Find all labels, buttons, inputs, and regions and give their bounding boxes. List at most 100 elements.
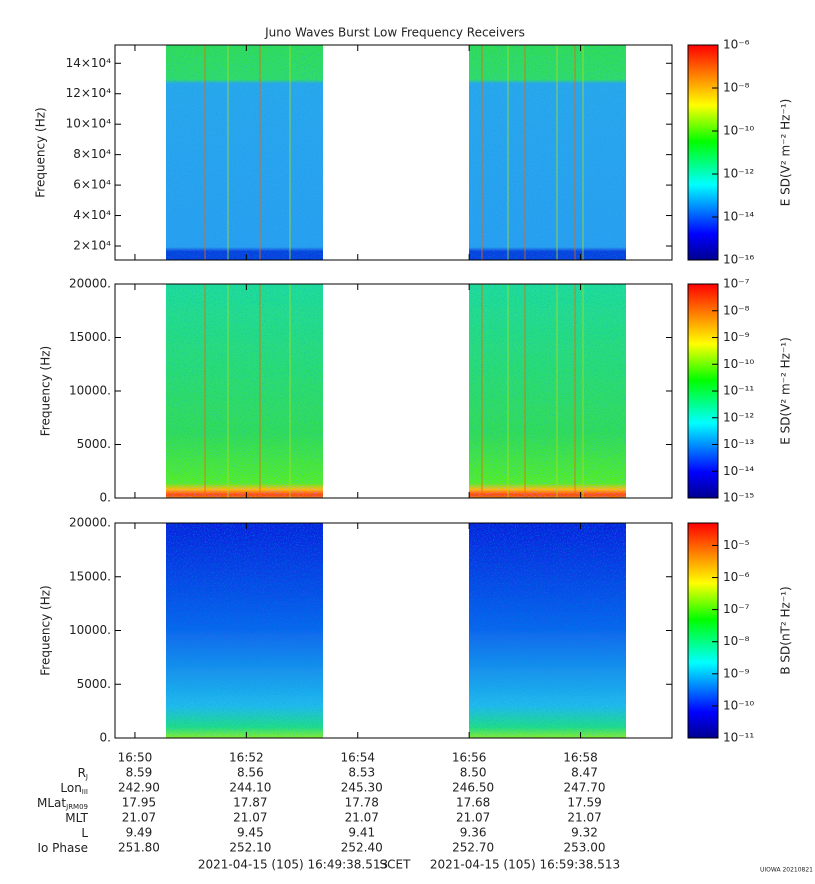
colorbar-tick-label: 10⁻⁶ — [723, 570, 750, 584]
colorbar-tick-label: 10⁻¹⁴ — [723, 210, 754, 224]
colorbar-tick-label: 10⁻¹⁰ — [723, 698, 754, 712]
ephemeris-value: 242.90 — [118, 781, 160, 795]
ephemeris-value: 8.50 — [460, 766, 487, 780]
ephemeris-value: 21.07 — [233, 811, 267, 825]
colorbar-tick-label: 10⁻⁹ — [723, 330, 750, 344]
colorbar-tick-label: 10⁻⁸ — [723, 303, 750, 317]
ephemeris-label: RJ — [78, 766, 88, 782]
colorbar — [687, 522, 719, 739]
ephemeris-value: 21.07 — [122, 811, 156, 825]
spectrogram — [166, 523, 323, 738]
ephemeris-value: 17.68 — [456, 796, 490, 810]
x-axis-label: SCET — [380, 858, 412, 872]
ephemeris-name: MLT — [65, 811, 88, 825]
ephemeris-value: 8.53 — [348, 766, 375, 780]
ephemeris-sub: J — [85, 773, 88, 781]
chart-title: Juno Waves Burst Low Frequency Receivers — [264, 26, 525, 40]
y-axis-label: Frequency (Hz) — [39, 585, 53, 676]
ephemeris-name: MLat — [37, 796, 66, 810]
y-tick-label: 2×10⁴ — [73, 238, 111, 252]
ephemeris-value: 9.49 — [126, 826, 153, 840]
y-tick-label: 10×10⁴ — [66, 117, 112, 131]
x-tick-label: 16:58 — [563, 751, 598, 765]
colorbar-tick-label: 10⁻¹¹ — [723, 731, 754, 745]
ephemeris-value: 17.95 — [122, 796, 156, 810]
colorbar-tick-label: 10⁻¹⁴ — [723, 464, 754, 478]
colorbar-label: E SD(V² m⁻² Hz⁻¹) — [779, 337, 793, 445]
ephemeris-value: 21.07 — [345, 811, 379, 825]
y-tick-label: 5000. — [77, 677, 111, 691]
ephemeris-value: 17.59 — [567, 796, 601, 810]
ephemeris-value: 9.45 — [237, 826, 264, 840]
colorbar-tick-label: 10⁻¹² — [723, 410, 754, 424]
ephemeris-value: 247.70 — [564, 781, 606, 795]
ephemeris-value: 9.36 — [460, 826, 487, 840]
y-tick-label: 20000. — [69, 277, 111, 291]
ephemeris-value: 253.00 — [564, 841, 606, 855]
colorbar-tick-label: 10⁻¹⁶ — [723, 253, 754, 267]
y-tick-label: 5000. — [77, 437, 111, 451]
ephemeris-label: LonIII — [60, 781, 88, 797]
y-tick-label: 12×10⁴ — [66, 86, 112, 100]
ephemeris-value: 8.56 — [237, 766, 264, 780]
ephemeris-name: R — [78, 766, 86, 780]
spectrogram — [166, 45, 323, 260]
ephemeris-sub: JRM09 — [65, 803, 88, 811]
ephemeris-value: 17.87 — [233, 796, 267, 810]
y-tick-label: 8×10⁴ — [73, 147, 111, 161]
y-tick-label: 10000. — [69, 623, 111, 637]
colorbar — [687, 44, 719, 261]
ephemeris-value: 252.70 — [452, 841, 494, 855]
y-tick-label: 15000. — [69, 569, 111, 583]
ephemeris-label: MLatJRM09 — [37, 796, 88, 812]
y-tick-label: 0. — [100, 731, 111, 745]
x-tick-label: 16:52 — [229, 751, 264, 765]
spectrogram — [469, 284, 626, 498]
colorbar-label: B SD(nT² Hz⁻¹) — [779, 586, 793, 674]
colorbar-tick-label: 10⁻¹⁰ — [723, 124, 754, 138]
ephemeris-sub: III — [82, 788, 88, 796]
ephemeris-value: 251.80 — [118, 841, 160, 855]
x-tick-label: 16:54 — [340, 751, 375, 765]
x-tick-label: 16:56 — [452, 751, 487, 765]
ephemeris-value: 21.07 — [456, 811, 490, 825]
colorbar-tick-label: 10⁻⁶ — [723, 38, 750, 52]
y-tick-label: 14×10⁴ — [66, 56, 112, 70]
ephemeris-value: 246.50 — [452, 781, 494, 795]
ephemeris-value: 17.78 — [345, 796, 379, 810]
spectrogram — [166, 284, 323, 498]
y-axis-label: Frequency (Hz) — [34, 107, 48, 198]
y-tick-label: 6×10⁴ — [73, 178, 111, 192]
colorbar-tick-label: 10⁻⁹ — [723, 666, 750, 680]
y-tick-label: 0. — [100, 491, 111, 505]
ephemeris-label: Io Phase — [37, 841, 88, 855]
ephemeris-value: 8.59 — [126, 766, 153, 780]
ephemeris-value: 252.10 — [229, 841, 271, 855]
colorbar-tick-label: 10⁻⁷ — [723, 602, 750, 616]
ephemeris-value: 252.40 — [341, 841, 383, 855]
ephemeris-value: 21.07 — [567, 811, 601, 825]
ephemeris-label: L — [81, 826, 88, 840]
y-axis-label: Frequency (Hz) — [39, 346, 53, 437]
ephemeris-label: MLT — [65, 811, 88, 825]
x-end-label: 2021-04-15 (105) 16:59:38.513 — [430, 858, 620, 872]
ephemeris-value: 8.47 — [571, 766, 598, 780]
colorbar-tick-label: 10⁻¹⁵ — [723, 491, 754, 505]
ephemeris-name: L — [81, 826, 88, 840]
colorbar-tick-label: 10⁻⁷ — [723, 277, 750, 291]
y-tick-label: 4×10⁴ — [73, 208, 111, 222]
colorbar-tick-label: 10⁻¹³ — [723, 437, 754, 451]
ephemeris-name: Lon — [60, 781, 81, 795]
colorbar-tick-label: 10⁻⁵ — [723, 538, 750, 552]
colorbar-tick-label: 10⁻¹² — [723, 167, 754, 181]
x-tick-label: 16:50 — [118, 751, 153, 765]
colorbar-tick-label: 10⁻¹⁰ — [723, 357, 754, 371]
colorbar-tick-label: 10⁻¹¹ — [723, 384, 754, 398]
ephemeris-value: 245.30 — [341, 781, 383, 795]
ephemeris-value: 244.10 — [229, 781, 271, 795]
colorbar-tick-label: 10⁻⁸ — [723, 81, 750, 95]
y-tick-label: 10000. — [69, 384, 111, 398]
colorbar-label: E SD(V² m⁻² Hz⁻¹) — [779, 99, 793, 207]
y-tick-label: 15000. — [69, 330, 111, 344]
